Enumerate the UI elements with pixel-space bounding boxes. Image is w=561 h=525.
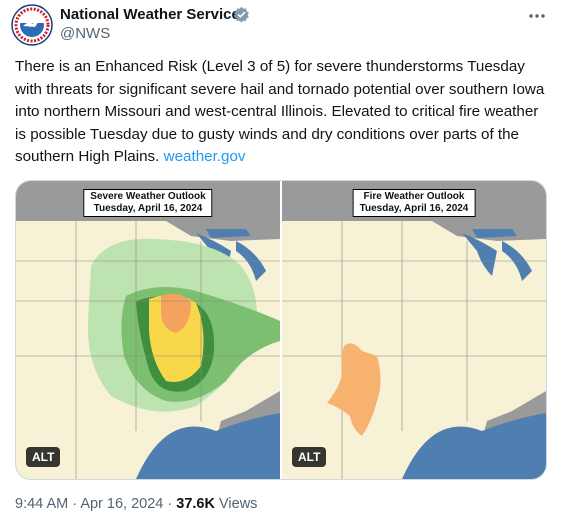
- author-handle[interactable]: @NWS: [60, 25, 111, 42]
- author-name[interactable]: National Weather Service: [60, 6, 240, 23]
- more-button[interactable]: [527, 10, 547, 22]
- severe-map: [16, 181, 280, 479]
- fire-map: [282, 181, 546, 479]
- tweet-body: There is an Enhanced Risk (Level 3 of 5)…: [15, 58, 545, 165]
- map-title-text: Severe Weather Outlook: [90, 191, 206, 202]
- alt-badge[interactable]: ALT: [292, 447, 327, 467]
- tweet-text: There is an Enhanced Risk (Level 3 of 5)…: [15, 56, 547, 169]
- views-count: 37.6K: [176, 496, 215, 512]
- media-image[interactable]: Severe Weather Outlook Tuesday, April 16,…: [16, 181, 280, 479]
- alt-badge[interactable]: ALT: [26, 447, 61, 467]
- date[interactable]: Apr 16, 2024: [80, 496, 164, 512]
- map-date: Tuesday, April 16, 2024: [93, 203, 203, 214]
- separator: ·: [72, 496, 78, 512]
- map-title: Fire Weather Outlook Tuesday, April 16, 2…: [352, 189, 476, 217]
- separator: ·: [167, 496, 173, 512]
- map-title-text: Fire Weather Outlook: [363, 191, 465, 202]
- verified-badge: [234, 6, 249, 23]
- tweet-link[interactable]: weather.gov: [163, 148, 246, 165]
- tweet-footer: 9:44 AM · Apr 16, 2024 · 37.6K Views: [15, 494, 257, 514]
- media-grid: Severe Weather Outlook Tuesday, April 16,…: [15, 180, 547, 480]
- views-label: Views: [219, 496, 258, 512]
- time[interactable]: 9:44 AM: [15, 496, 69, 512]
- map-date: Tuesday, April 16, 2024: [359, 203, 469, 214]
- media-image[interactable]: Fire Weather Outlook Tuesday, April 16, 2…: [282, 181, 546, 479]
- avatar[interactable]: [11, 4, 53, 46]
- map-title: Severe Weather Outlook Tuesday, April 16,…: [83, 189, 213, 217]
